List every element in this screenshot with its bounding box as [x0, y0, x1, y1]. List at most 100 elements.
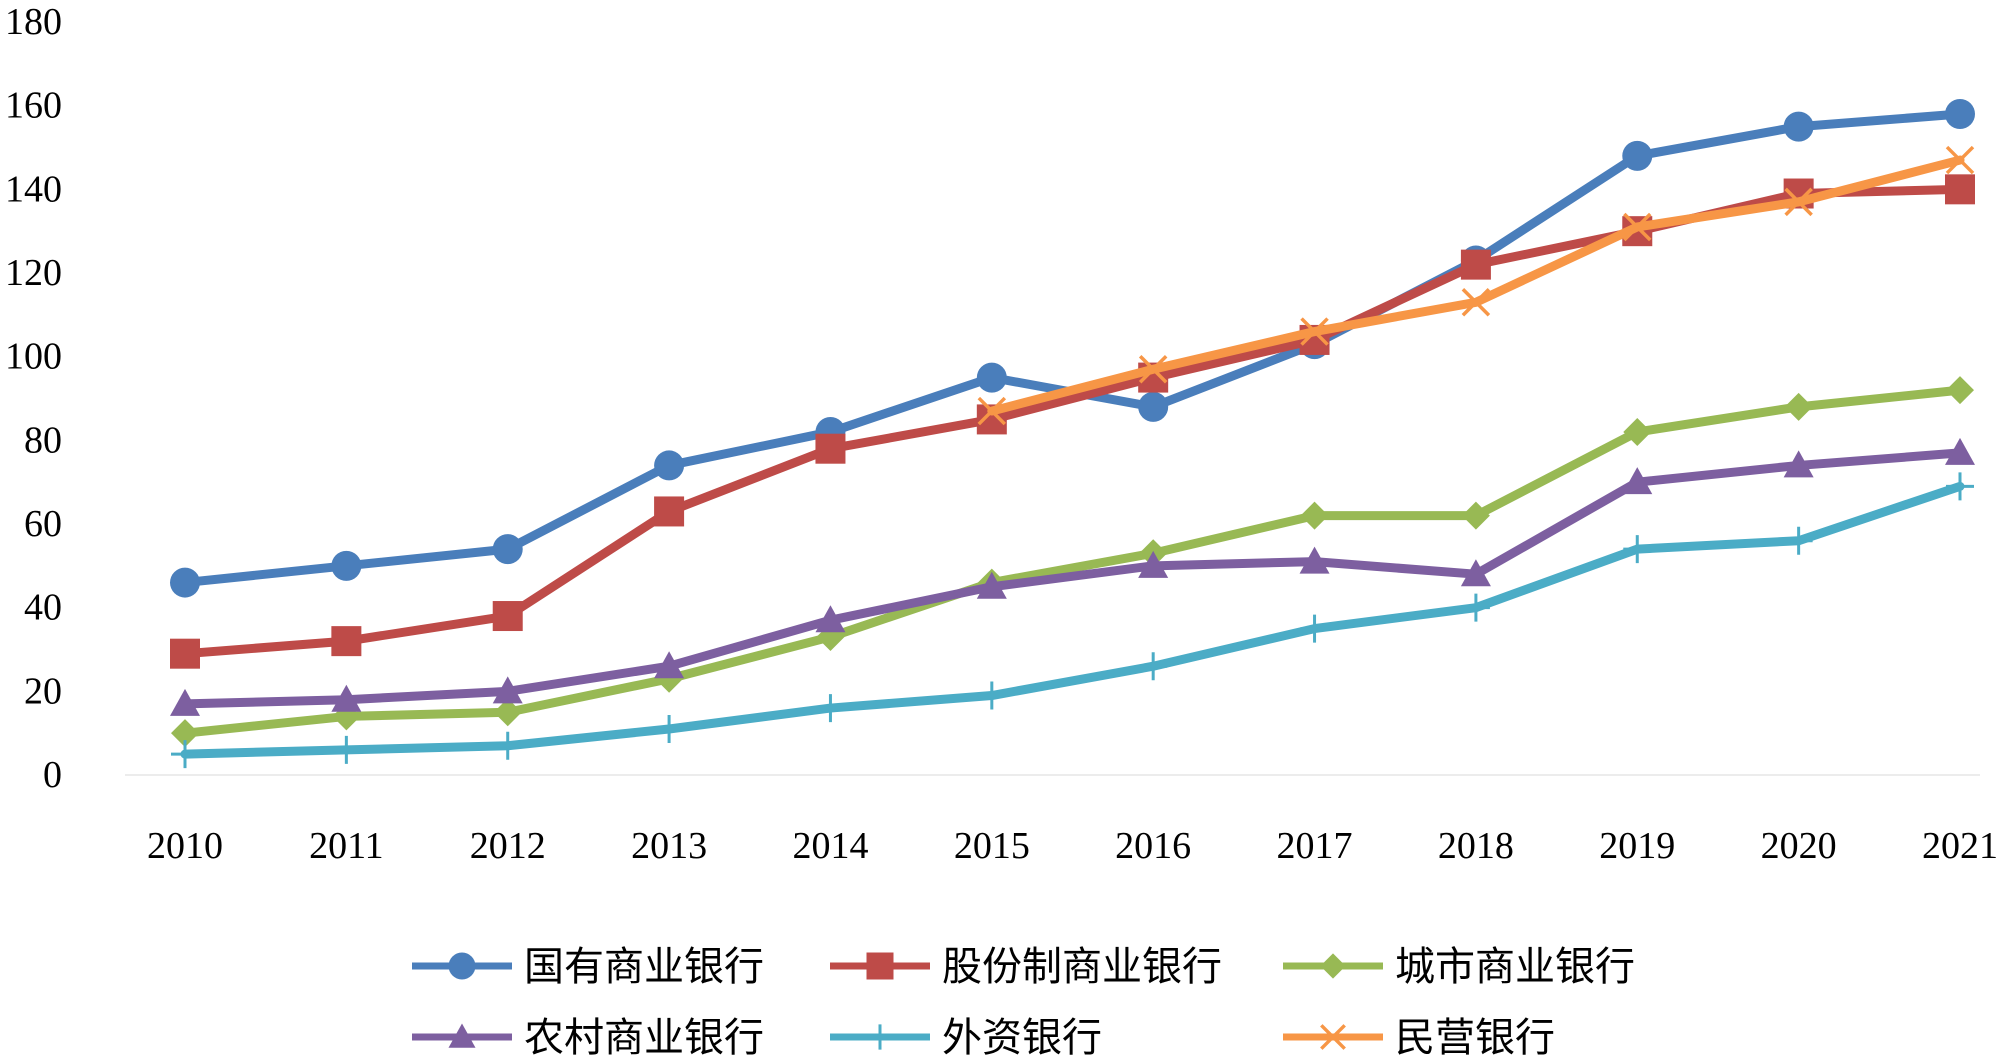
data-point — [492, 676, 523, 704]
data-point — [170, 638, 200, 669]
series-4 — [171, 472, 1974, 769]
legend-item: 农村商业银行 — [412, 1015, 764, 1061]
legend-label: 城市商业银行 — [1395, 944, 1635, 990]
legend-label: 农村商业银行 — [524, 1015, 764, 1057]
x-tick-label: 2020 — [1761, 825, 1837, 867]
y-tick-label: 100 — [5, 336, 62, 378]
data-point — [976, 362, 1007, 393]
legend-swatch-marker — [448, 952, 476, 980]
x-tick-label: 2017 — [1277, 825, 1353, 867]
data-point — [1623, 212, 1652, 242]
legend-swatch-marker — [866, 952, 894, 980]
data-point — [331, 626, 362, 657]
data-point — [1783, 450, 1814, 478]
data-point — [1946, 472, 1974, 501]
data-point — [493, 698, 522, 727]
legend-item: 股份制商业银行 — [830, 944, 1222, 990]
legend-label: 国有商业银行 — [524, 944, 764, 990]
data-point — [492, 601, 523, 632]
data-point — [977, 681, 1006, 710]
y-tick-label: 80 — [24, 419, 62, 461]
x-tick-label: 2019 — [1599, 825, 1675, 867]
data-point — [331, 550, 362, 581]
data-point — [1945, 437, 1975, 465]
y-tick-label: 180 — [5, 1, 62, 43]
data-point — [1623, 417, 1652, 446]
y-tick-label: 60 — [24, 503, 62, 545]
data-point — [1461, 501, 1490, 530]
data-point — [1299, 546, 1330, 574]
x-tick-label: 2018 — [1438, 825, 1514, 867]
data-point — [1622, 140, 1653, 171]
data-point — [815, 433, 846, 464]
y-tick-label: 0 — [43, 754, 62, 796]
data-point — [1461, 593, 1490, 622]
series-3 — [170, 437, 1975, 716]
series-line — [180, 448, 1965, 709]
series-line — [180, 481, 1965, 759]
y-axis: 0 20 40 60 80 100 120 140 160 180 — [5, 1, 1980, 796]
data-point — [1460, 559, 1491, 587]
data-point — [654, 651, 685, 679]
data-point — [655, 714, 684, 743]
series-layer — [170, 99, 1975, 769]
data-point — [1460, 249, 1491, 280]
series-0 — [170, 99, 1975, 598]
data-point — [654, 450, 685, 481]
x-tick-label: 2013 — [631, 825, 707, 867]
series-line — [180, 385, 1965, 738]
y-tick-label: 40 — [24, 587, 62, 629]
data-point — [1622, 467, 1653, 495]
data-point — [815, 605, 846, 633]
legend-swatch-marker — [448, 1023, 476, 1048]
legend-item: 国有商业银行 — [412, 944, 764, 990]
data-point — [1623, 535, 1652, 564]
series-5 — [977, 145, 1975, 426]
x-tick-label: 2014 — [792, 825, 868, 867]
data-point — [1300, 317, 1329, 346]
x-tick-label: 2021 — [1922, 825, 1998, 867]
legend-item: 城市商业银行 — [1283, 944, 1635, 990]
y-tick-label: 120 — [5, 252, 62, 294]
legend-label: 民营银行 — [1395, 1015, 1555, 1057]
data-point — [492, 534, 523, 565]
legend-item: 民营银行 — [1283, 1015, 1555, 1061]
data-point — [1784, 526, 1813, 555]
data-point — [654, 496, 685, 527]
data-point — [1138, 391, 1169, 422]
data-point — [1461, 288, 1491, 317]
y-tick-label: 140 — [5, 168, 62, 210]
x-axis: 2010 2011 2012 2013 2014 2015 2016 2017 2018 2019… — [147, 825, 1998, 867]
data-point — [332, 735, 361, 764]
data-point — [1784, 392, 1813, 421]
data-point — [1945, 145, 1975, 175]
x-tick-label: 2012 — [470, 825, 546, 867]
data-point — [1300, 501, 1329, 530]
series-line — [987, 155, 1965, 416]
data-point — [1139, 652, 1168, 681]
data-point — [977, 396, 1007, 426]
data-point — [1784, 187, 1813, 217]
data-point — [1945, 99, 1975, 130]
x-tick-label: 2016 — [1115, 825, 1191, 867]
data-point — [1945, 174, 1975, 205]
data-point — [171, 740, 199, 769]
data-point — [331, 684, 362, 712]
data-point — [170, 688, 200, 716]
x-tick-label: 2015 — [954, 825, 1030, 867]
data-point — [1946, 376, 1974, 405]
data-point — [170, 567, 200, 598]
data-point — [1138, 550, 1169, 578]
legend-item: 外资银行 — [830, 1015, 1102, 1061]
data-point — [1138, 354, 1168, 384]
legend-swatch-marker — [1320, 1024, 1346, 1050]
data-point — [1300, 614, 1329, 643]
data-point — [493, 731, 522, 760]
series-line — [180, 109, 1965, 588]
legend-swatch-marker — [867, 1024, 893, 1050]
y-tick-label: 160 — [5, 85, 62, 127]
data-point — [976, 571, 1007, 599]
